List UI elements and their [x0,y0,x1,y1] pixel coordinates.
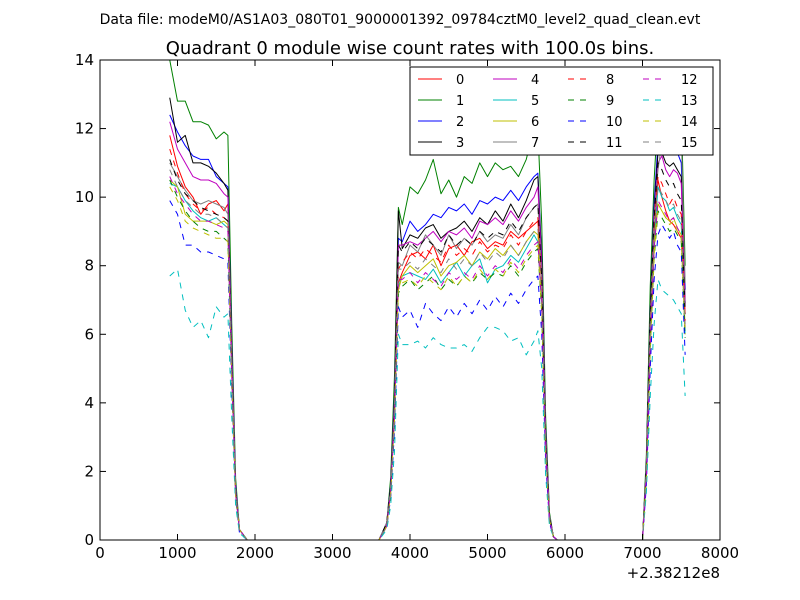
series-line-3 [169,97,686,540]
legend-label-10: 10 [606,115,623,130]
x-axis-offset-label: +2.38212e8 [627,564,720,582]
legend-label-2: 2 [456,115,464,130]
legend-label-15: 15 [681,136,698,151]
series-line-15 [169,169,686,540]
legend-label-7: 7 [531,136,539,151]
x-tick-label: 2000 [236,544,274,562]
x-tick-label: 7000 [623,544,661,562]
legend-label-3: 3 [456,136,464,151]
series-line-8 [169,148,686,540]
y-tick-label: 10 [75,188,94,206]
series-line-14 [169,186,686,540]
legend-label-8: 8 [606,73,614,88]
series-line-7 [169,97,686,540]
legend-label-14: 14 [681,115,698,130]
legend-label-9: 9 [606,94,614,109]
x-tick-label: 0 [95,544,105,562]
legend-label-11: 11 [606,136,623,151]
x-tick-label: 8000 [701,544,739,562]
legend-label-0: 0 [456,73,464,88]
series-line-13 [169,268,686,540]
legend-label-1: 1 [456,94,464,109]
figure-suptitle: Data file: modeM0/AS1A03_080T01_90000013… [100,12,701,28]
x-tick-label: 5000 [468,544,506,562]
plot-area [169,60,686,540]
legend-label-6: 6 [531,115,539,130]
x-tick-label: 6000 [546,544,584,562]
x-tick-label: 3000 [313,544,351,562]
series-line-4 [169,121,686,540]
axis-ticks: 0 1000 2000 3000 4000 5000 6000 7000 80000246810… [75,51,739,562]
chart-title: Quadrant 0 module wise count rates with … [166,38,655,59]
y-tick-label: 8 [84,257,94,275]
legend-box [409,66,714,156]
y-tick-label: 2 [84,462,94,480]
legend-label-4: 4 [531,73,539,88]
series-line-6 [169,179,686,540]
y-tick-label: 0 [84,531,94,549]
y-tick-label: 12 [75,120,94,138]
x-tick-label: 1000 [158,544,196,562]
series-line-10 [169,200,686,540]
y-tick-label: 4 [84,394,94,412]
series-line-9 [169,179,686,540]
series-line-12 [169,176,686,540]
y-tick-label: 6 [84,325,94,343]
series-line-2 [169,114,686,540]
y-tick-label: 14 [75,51,94,69]
legend-label-12: 12 [681,73,698,88]
series-line-0 [169,135,686,540]
series-line-11 [169,159,686,540]
legend-label-5: 5 [531,94,539,109]
legend-label-13: 13 [681,94,698,109]
x-tick-label: 4000 [391,544,429,562]
